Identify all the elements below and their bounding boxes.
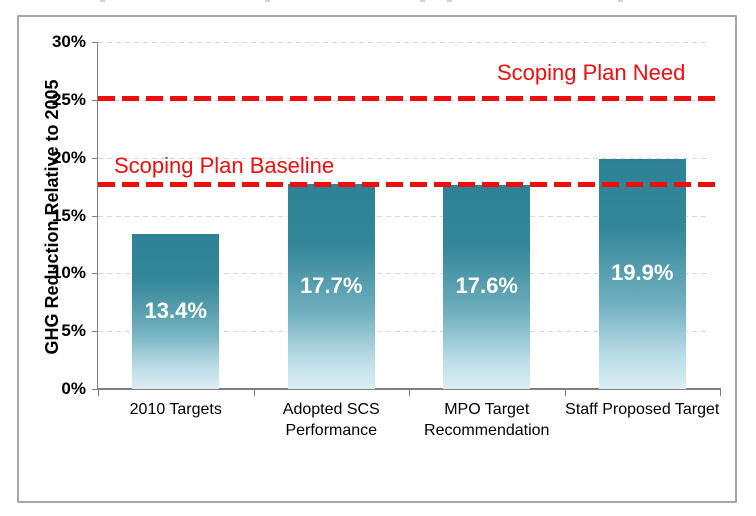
reference-line-label: Scoping Plan Need (497, 60, 686, 85)
gridline-5% (98, 331, 708, 333)
y-tick-mark (92, 389, 98, 390)
bar-value-label: 17.7% (300, 272, 363, 298)
gridline-30% (98, 42, 708, 43)
cropped-text-artifact (265, 0, 270, 2)
x-tick-mark (253, 390, 255, 396)
y-tick-mark (92, 157, 98, 159)
bar-fill (443, 185, 531, 389)
x-axis-line (97, 388, 721, 390)
x-category-label: Adopted SCS Performance (282, 401, 380, 439)
y-tick-label: 15% (51, 205, 86, 225)
reference-line-Scoping Plan Need (98, 96, 722, 102)
x-tick-mark (98, 390, 99, 396)
bar-Staff Proposed Target (598, 158, 686, 389)
x-category-label: MPO Target Recommendation (424, 401, 550, 439)
y-tick-label: 10% (51, 263, 86, 283)
reference-line-Scoping Plan Baseline (98, 181, 722, 187)
bar-value-label: 13.4% (144, 297, 207, 323)
cropped-text-artifact (447, 0, 452, 2)
x-category-label: Staff Proposed Target (565, 401, 720, 418)
y-tick-mark (92, 215, 98, 217)
x-tick-mark (720, 390, 721, 396)
bar-Adopted SCS Performance (287, 184, 375, 389)
y-tick-label: 25% (51, 89, 86, 109)
y-tick-mark (92, 42, 98, 43)
bar-fill (287, 184, 375, 389)
bar-value-label: 19.9% (611, 259, 674, 285)
bar-fill (132, 234, 220, 389)
y-tick-mark (92, 331, 98, 333)
bar-fill (598, 158, 686, 389)
reference-line-label: Scoping Plan Baseline (114, 153, 335, 178)
y-tick-label: 5% (61, 321, 86, 341)
gridline-20% (98, 157, 708, 159)
gridline-10% (98, 273, 708, 275)
y-tick-mark (92, 273, 98, 275)
x-tick-mark (409, 390, 410, 396)
y-tick-label: 0% (61, 379, 86, 398)
bar-2010 Targets (132, 234, 220, 389)
gridline-15% (98, 215, 708, 217)
x-tick-mark (564, 390, 566, 396)
y-tick-label: 20% (51, 147, 86, 167)
bar-value-label: 17.6% (455, 273, 518, 299)
y-tick-mark (92, 99, 98, 101)
bar-MPO Target Recommendation (443, 185, 531, 389)
cropped-text-artifact (100, 0, 105, 2)
cropped-text-artifact (618, 0, 623, 2)
cropped-text-artifact (420, 0, 425, 2)
y-tick-label: 30% (51, 32, 86, 51)
x-category-label: 2010 Targets (129, 401, 222, 418)
